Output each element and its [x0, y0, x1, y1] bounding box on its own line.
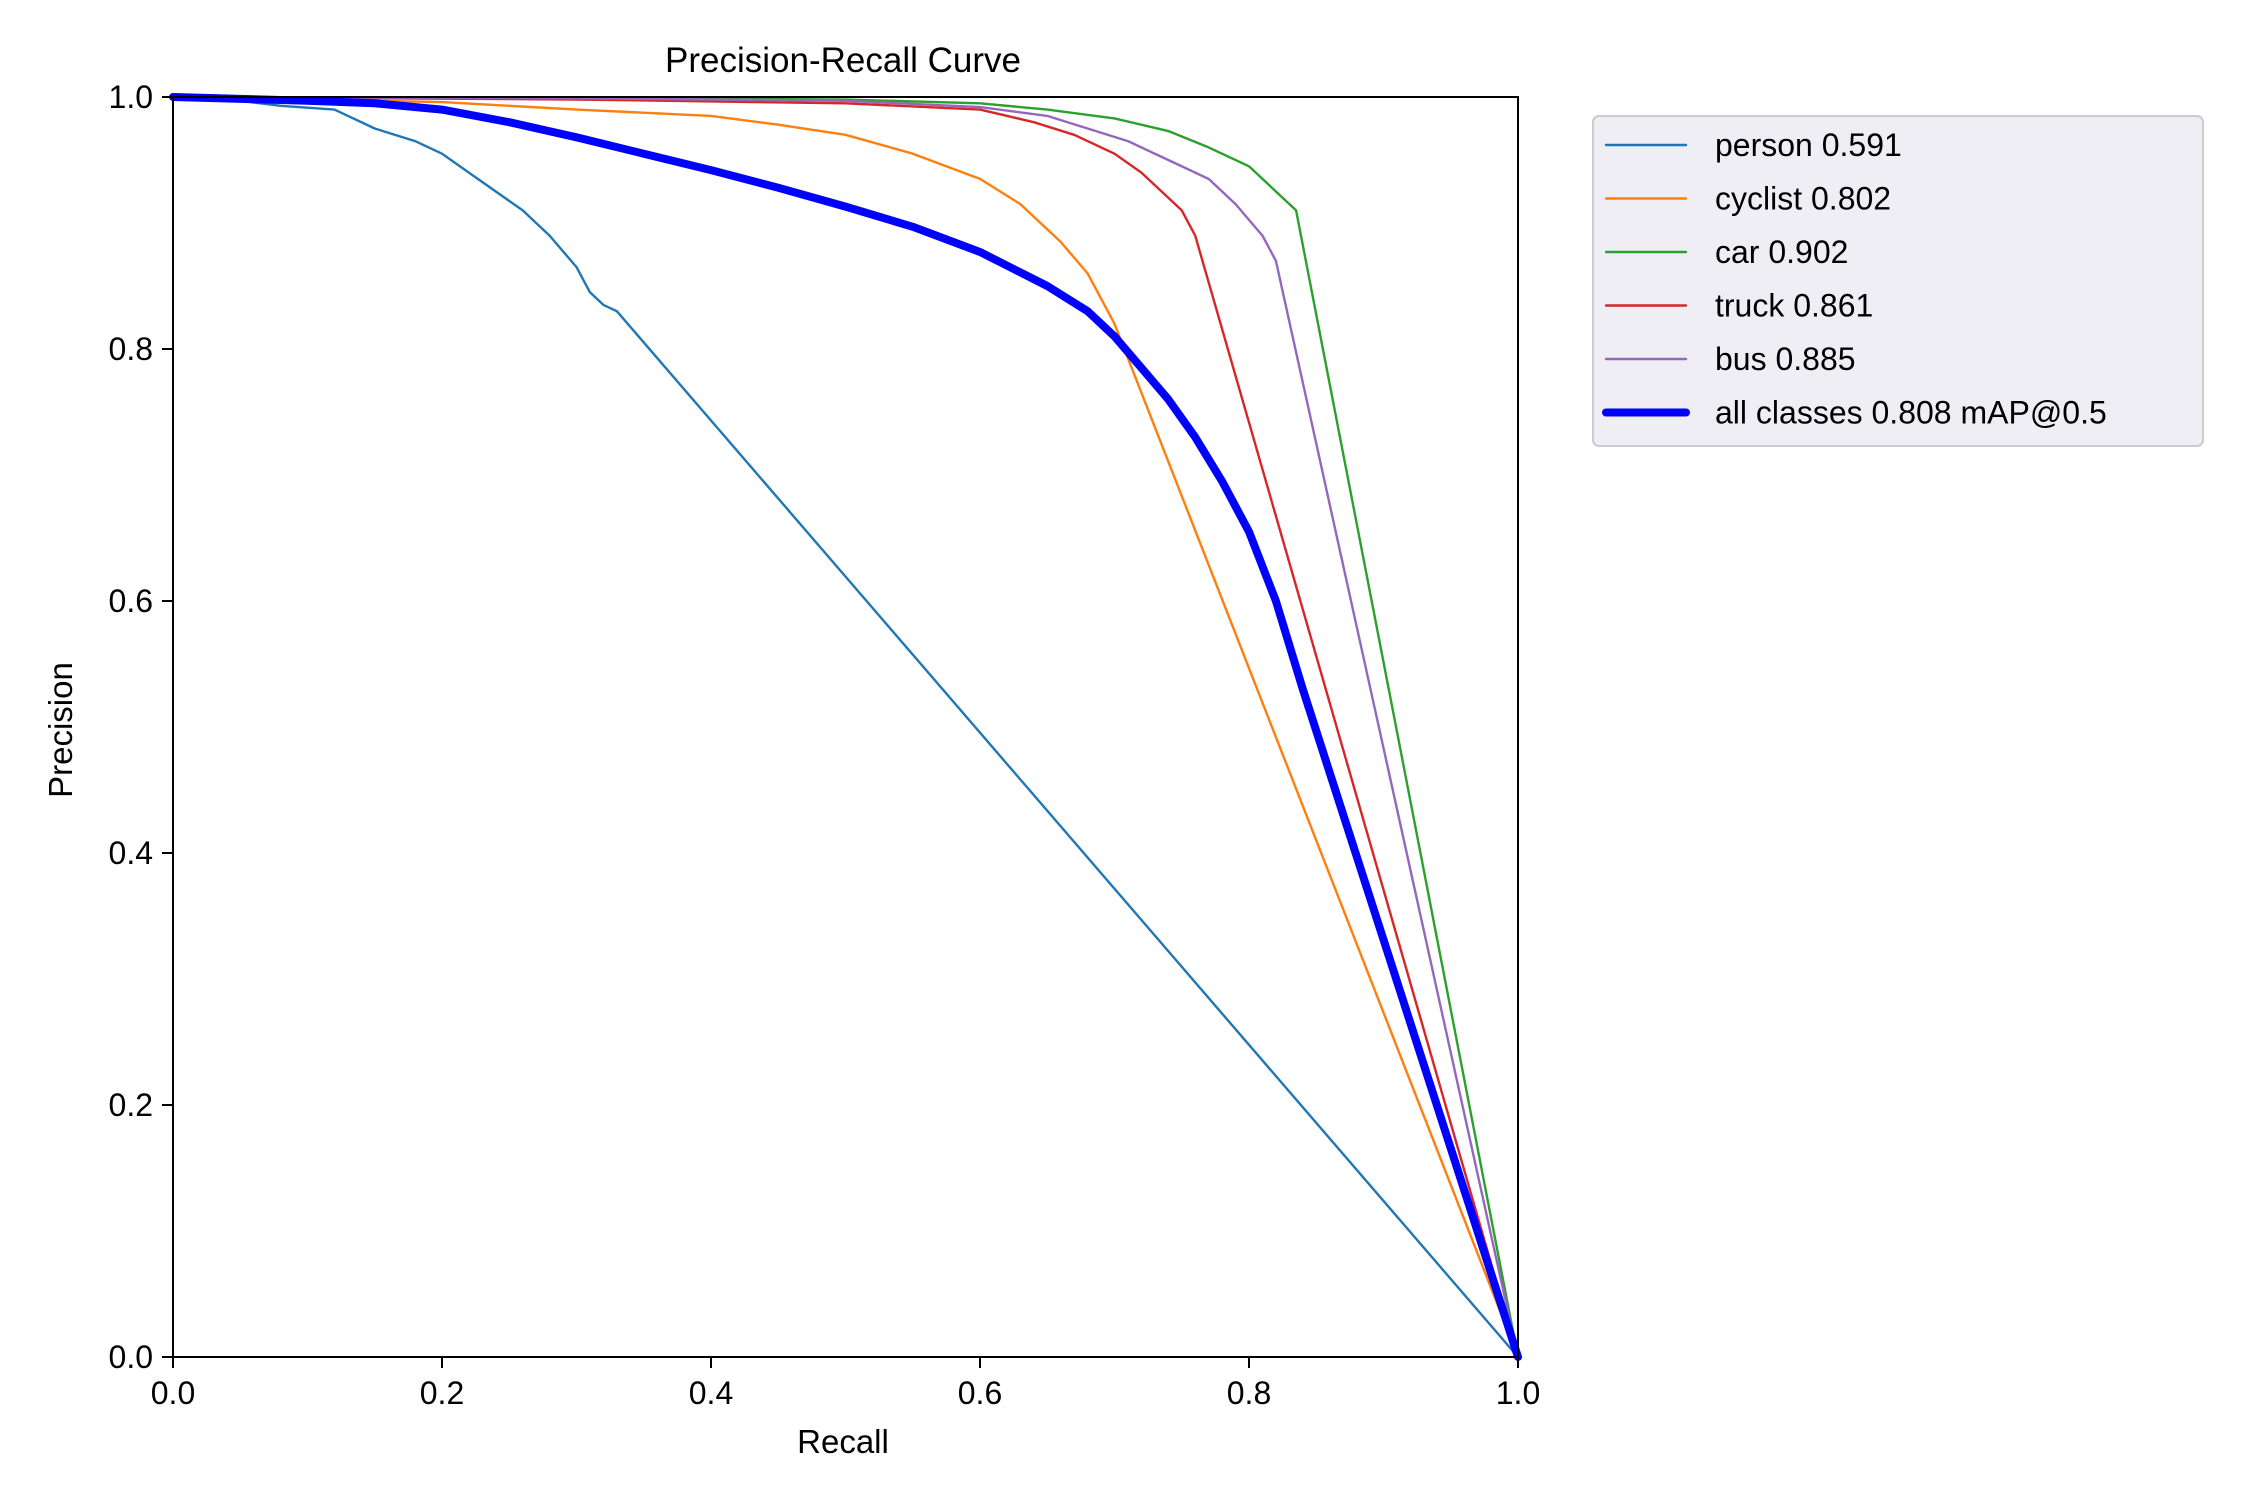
legend: person 0.591 cyclist 0.802 car 0.902 truck … — [1592, 115, 2204, 447]
x-axis-label: Recall — [797, 1423, 889, 1460]
y-tick-label-2: 0.4 — [109, 835, 153, 871]
series-line-5 — [169, 93, 1522, 1361]
legend-box — [1592, 115, 2204, 447]
legend-label-5: all classes 0.808 mAP@0.5 — [1715, 395, 2107, 431]
legend-label-0: person 0.591 — [1715, 127, 1902, 163]
axes: 0.0 0.2 0.4 0.6 0.8 1.0 0.0 0.2 0.4 0.6 0.8 1.0 — [109, 79, 1541, 1411]
x-tick-label-1: 0.2 — [420, 1375, 464, 1411]
series-line-4 — [171, 95, 1520, 1359]
legend-label-4: bus 0.885 — [1715, 341, 1856, 377]
x-tick-label-5: 1.0 — [1496, 1375, 1540, 1411]
x-tick-label-4: 0.8 — [1227, 1375, 1271, 1411]
y-axis-label: Precision — [42, 662, 79, 798]
x-tick-label-3: 0.6 — [958, 1375, 1002, 1411]
y-tick-label-3: 0.6 — [109, 583, 153, 619]
y-tick-label-1: 0.2 — [109, 1087, 153, 1123]
series-line-0 — [171, 95, 1520, 1359]
x-tick-label-2: 0.4 — [689, 1375, 733, 1411]
x-tick-label-0: 0.0 — [151, 1375, 195, 1411]
series-line-3 — [171, 95, 1520, 1359]
chart-title: Precision-Recall Curve — [665, 41, 1021, 80]
axes-frame — [172, 96, 1519, 1358]
plot-area — [169, 93, 1522, 1361]
legend-label-1: cyclist 0.802 — [1715, 181, 1891, 217]
series-line-1 — [171, 95, 1520, 1359]
y-tick-label-0: 0.0 — [109, 1339, 153, 1375]
legend-label-2: car 0.902 — [1715, 234, 1848, 270]
y-tick-label-5: 1.0 — [109, 79, 153, 115]
y-tick-label-4: 0.8 — [109, 331, 153, 367]
legend-label-3: truck 0.861 — [1715, 288, 1873, 324]
